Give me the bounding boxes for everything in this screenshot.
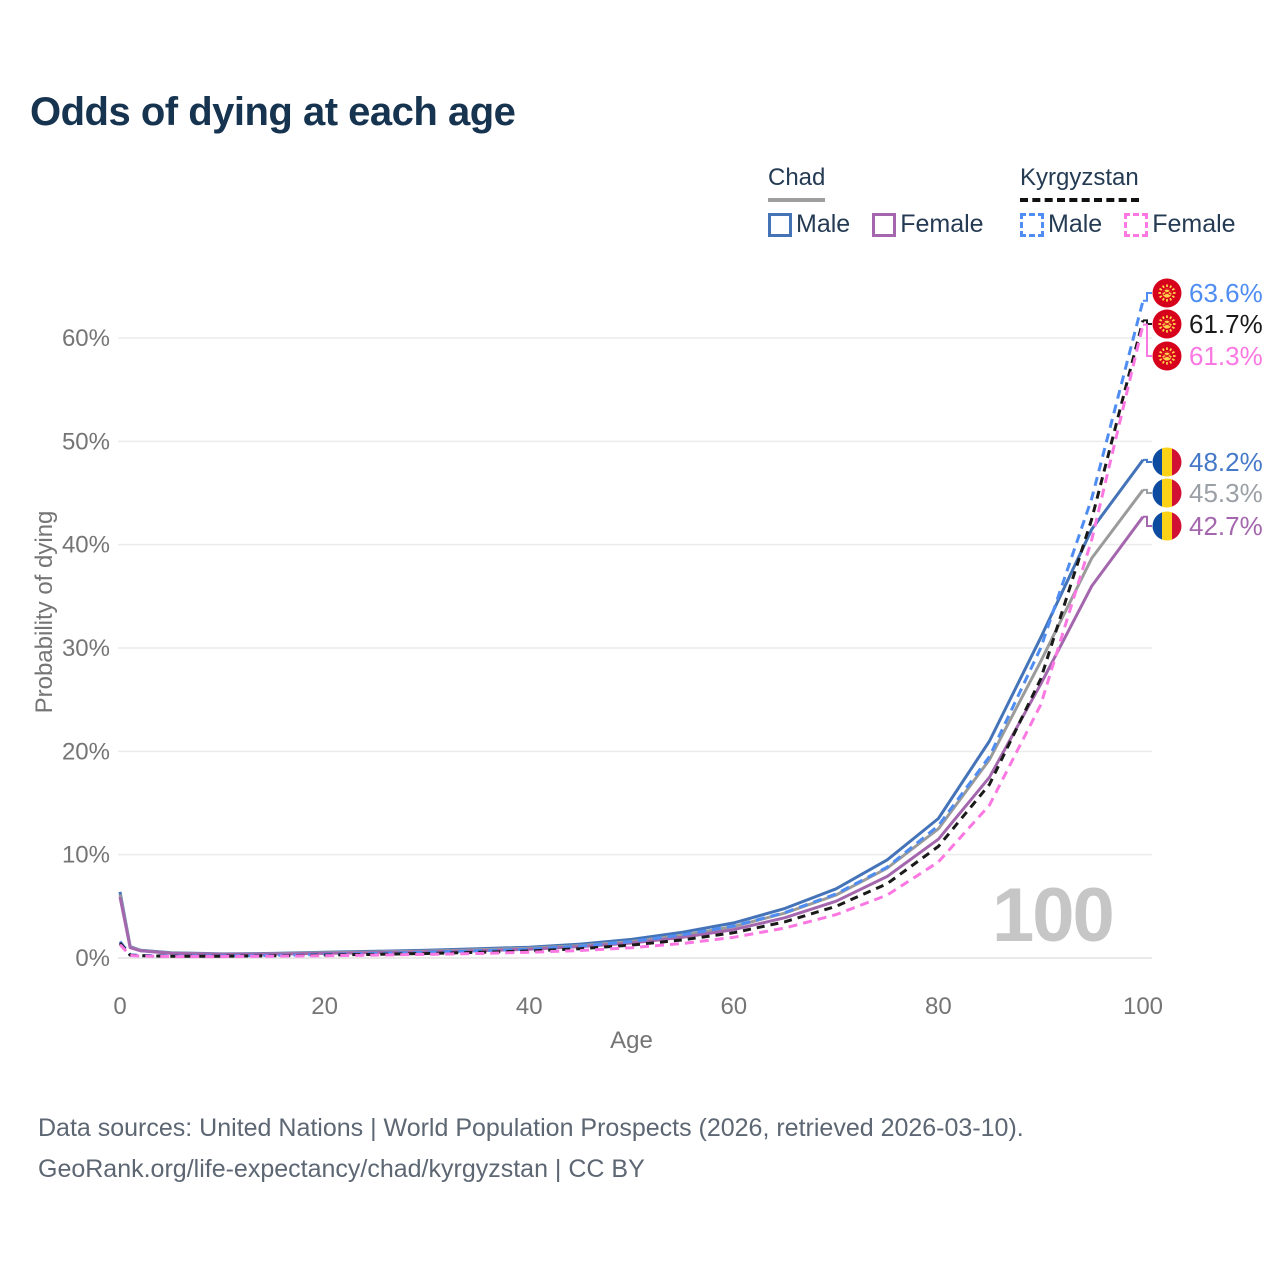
end-value: 61.7% — [1189, 308, 1263, 339]
x-tick-100: 100 — [1123, 993, 1163, 1020]
y-tick-50%: 50% — [62, 428, 110, 455]
series-line-kyrgyzstan-male[interactable] — [118, 300, 1145, 958]
x-tick-0: 0 — [113, 993, 126, 1020]
legend-swatch-chad-female[interactable] — [872, 212, 897, 237]
hover-age-watermark: 100 — [992, 873, 1115, 958]
end-label-kyrgyzstan-female: 61.3% — [1152, 341, 1263, 371]
legend-label-kyrgyzstan-male[interactable]: Male — [1048, 210, 1103, 238]
footer-line-attribution: GeoRank.org/life-expectancy/chad/kyrgyzs… — [38, 1154, 645, 1183]
y-tick-0%: 0% — [75, 945, 110, 972]
leader-line-kyrgyzstan-male — [1143, 292, 1152, 302]
x-tick-20: 20 — [311, 993, 338, 1020]
kyrgyzstan-flag-icon — [1152, 309, 1182, 339]
y-tick-20%: 20% — [62, 738, 110, 765]
end-label-kyrgyzstan-average: 61.7% — [1152, 309, 1263, 339]
x-axis-label: Age — [610, 1027, 653, 1054]
leader-line-chad-male — [1143, 458, 1152, 463]
legend-swatch-kyrgyzstan-female[interactable] — [1124, 212, 1149, 237]
kyrgyzstan-flag-icon — [1152, 341, 1182, 371]
data-sources-footer: Data sources: United Nations | World Pop… — [38, 1108, 1024, 1189]
end-label-kyrgyzstan-male: 63.6% — [1152, 278, 1263, 308]
leader-line-chad-female — [1143, 515, 1152, 527]
end-value: 45.3% — [1189, 477, 1263, 508]
end-label-chad-average: 45.3% — [1152, 478, 1263, 508]
end-value: 48.2% — [1189, 446, 1263, 477]
y-tick-10%: 10% — [62, 842, 110, 869]
legend-group-chad: Chad Male Female — [768, 164, 1002, 239]
legend-swatch-chad-male[interactable] — [768, 212, 792, 237]
legend-swatch-kyrgyzstan-male[interactable] — [1020, 212, 1044, 237]
x-tick-60: 60 — [720, 993, 747, 1020]
series-line-chad-male[interactable] — [118, 459, 1145, 956]
series-line-chad-female[interactable] — [118, 515, 1145, 956]
y-tick-30%: 30% — [62, 635, 110, 662]
x-tick-80: 80 — [925, 993, 952, 1020]
y-axis-label: Probability of dying — [31, 511, 58, 714]
leader-line-kyrgyzstan-female — [1143, 323, 1152, 357]
legend-group-kyrgyzstan: Kyrgyzstan Male Female — [1020, 164, 1254, 239]
end-value: 61.3% — [1189, 340, 1263, 371]
leader-line-chad-average — [1143, 488, 1152, 494]
series-line-chad-average[interactable] — [118, 488, 1145, 956]
kyrgyzstan-flag-icon — [1152, 278, 1182, 308]
chad-flag-icon — [1152, 511, 1182, 541]
series-line-kyrgyzstan-female[interactable] — [118, 324, 1145, 959]
series-line-kyrgyzstan-average[interactable] — [118, 320, 1145, 958]
chad-flag-icon — [1152, 478, 1182, 508]
end-label-chad-female: 42.7% — [1152, 511, 1263, 541]
legend-country-kyrgyzstan[interactable]: Kyrgyzstan — [1020, 164, 1139, 202]
end-value: 42.7% — [1189, 510, 1263, 541]
end-value: 63.6% — [1189, 277, 1263, 308]
footer-line-sources: Data sources: United Nations | World Pop… — [38, 1114, 1024, 1142]
x-tick-40: 40 — [516, 993, 543, 1020]
y-tick-60%: 60% — [62, 325, 110, 352]
legend-country-chad[interactable]: Chad — [768, 164, 826, 202]
y-tick-40%: 40% — [62, 532, 110, 559]
page-title: Odds of dying at each age — [30, 90, 516, 134]
legend-label-kyrgyzstan-female[interactable]: Female — [1152, 210, 1236, 238]
end-label-chad-male: 48.2% — [1152, 447, 1263, 477]
legend-label-chad-female[interactable]: Female — [900, 210, 984, 238]
leader-line-kyrgyzstan-average — [1143, 319, 1152, 325]
legend-label-chad-male[interactable]: Male — [796, 210, 851, 238]
chad-flag-icon — [1152, 447, 1182, 477]
